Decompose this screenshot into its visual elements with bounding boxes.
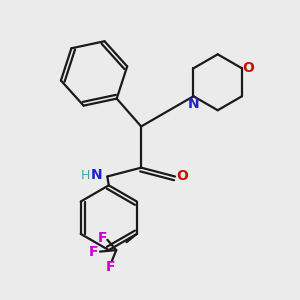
Text: O: O: [242, 61, 254, 75]
Text: F: F: [97, 231, 107, 245]
Text: O: O: [176, 169, 188, 184]
Text: F: F: [89, 244, 98, 259]
Text: N: N: [188, 97, 199, 111]
Text: H: H: [81, 169, 91, 182]
Text: N: N: [90, 168, 102, 182]
Text: F: F: [106, 260, 115, 274]
